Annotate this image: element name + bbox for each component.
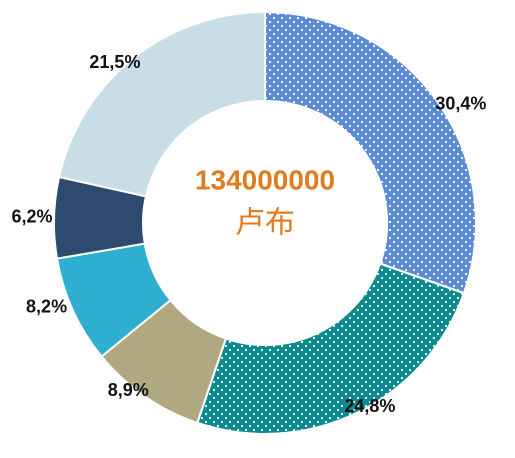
slice-pattern	[264, 10, 477, 295]
data-label: 8,9%	[108, 380, 149, 400]
slice	[264, 10, 477, 295]
slice	[57, 10, 266, 198]
data-label: 8,2%	[26, 297, 67, 317]
center-value: 134000000	[195, 164, 335, 195]
slice	[196, 262, 466, 435]
center-unit: 卢布	[235, 206, 295, 241]
data-label: 30,4%	[435, 93, 486, 113]
data-label: 21,5%	[89, 52, 140, 72]
slice-fill	[57, 10, 266, 198]
data-label: 24,8%	[344, 396, 395, 416]
data-label: 6,2%	[11, 207, 52, 227]
slice-pattern	[196, 262, 466, 435]
